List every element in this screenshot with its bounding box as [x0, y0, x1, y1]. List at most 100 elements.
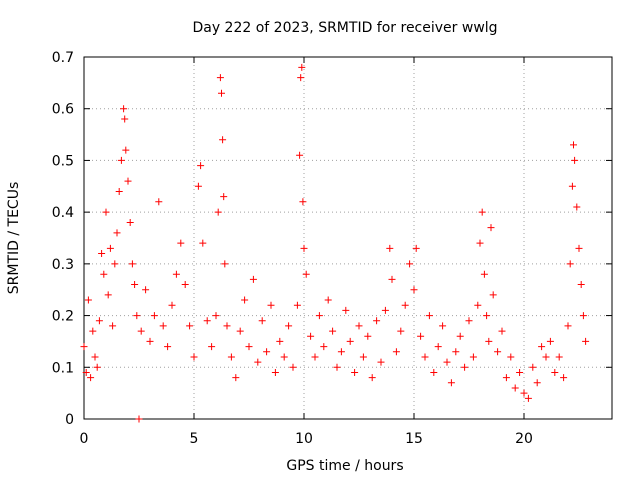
data-point [342, 306, 350, 314]
data-point [146, 337, 154, 345]
data-point [502, 374, 510, 382]
data-point [494, 348, 502, 356]
data-point [516, 368, 524, 376]
data-point [121, 115, 129, 123]
data-point [181, 281, 189, 289]
data-point [267, 301, 275, 309]
y-tick-label: 0.5 [52, 153, 74, 169]
data-point [276, 337, 284, 345]
data-point [430, 368, 438, 376]
data-point [218, 89, 225, 97]
data-point [104, 291, 112, 299]
data-point [469, 353, 477, 361]
data-point [82, 368, 90, 376]
data-point [131, 281, 139, 289]
data-point [582, 337, 590, 345]
y-tick-label: 0.6 [52, 102, 74, 118]
data-point [212, 312, 220, 320]
data-point [386, 244, 394, 252]
data-point [447, 379, 455, 387]
data-point [320, 343, 328, 351]
data-point [122, 146, 130, 154]
data-point [285, 322, 293, 330]
data-point [571, 156, 579, 164]
data-point [89, 327, 97, 335]
data-point [199, 239, 207, 247]
data-point [289, 363, 297, 371]
data-point [377, 358, 385, 366]
y-tick-label: 0.2 [52, 309, 74, 325]
x-axis-ticks: 0 5 10 15 20 [80, 57, 533, 447]
data-point [329, 327, 337, 335]
data-point [227, 353, 235, 361]
data-point [443, 358, 451, 366]
data-point [412, 244, 420, 252]
data-point [573, 203, 581, 211]
data-point [579, 312, 587, 320]
data-point [106, 244, 114, 252]
data-point [293, 301, 301, 309]
data-point [258, 317, 266, 325]
data-point [263, 348, 271, 356]
data-point [98, 250, 106, 258]
data-point [280, 353, 288, 361]
data-point [102, 208, 110, 216]
data-point [135, 415, 143, 423]
data-point [307, 332, 315, 340]
data-point [190, 353, 198, 361]
data-point [359, 353, 367, 361]
data-point [439, 322, 447, 330]
data-point [124, 177, 132, 185]
data-point [214, 208, 222, 216]
plot-frame [83, 56, 613, 420]
data-point [480, 270, 488, 278]
data-point [392, 348, 400, 356]
data-point [364, 332, 372, 340]
data-point [168, 301, 176, 309]
data-point [388, 275, 396, 283]
chart-title: Day 222 of 2023, SRMTID for receiver wwl… [192, 20, 497, 36]
data-point [425, 312, 433, 320]
data-point [91, 353, 99, 361]
data-point [164, 343, 172, 351]
data-point [299, 198, 307, 206]
data-point [324, 296, 332, 304]
data-point [223, 322, 231, 330]
data-point [520, 389, 528, 397]
data-point [483, 312, 491, 320]
data-point [100, 270, 108, 278]
data-point [551, 368, 559, 376]
data-point [421, 353, 429, 361]
data-point [186, 322, 194, 330]
data-point [434, 343, 442, 351]
data-point [150, 312, 158, 320]
data-point [120, 105, 128, 113]
data-point [381, 306, 389, 314]
data-point [95, 317, 103, 325]
data-point [87, 374, 95, 382]
data-point [474, 301, 482, 309]
data-point [570, 141, 577, 149]
data-point [219, 136, 227, 144]
y-tick-label: 0.7 [52, 50, 74, 66]
data-point [80, 343, 88, 351]
data-point [538, 343, 546, 351]
x-tick-label: 15 [405, 431, 423, 447]
data-point [410, 286, 418, 294]
y-tick-label: 0.4 [52, 205, 74, 221]
data-point [216, 74, 224, 82]
data-point [524, 394, 532, 402]
data-point [197, 162, 205, 170]
data-point [489, 291, 497, 299]
data-point [236, 327, 244, 335]
data-point [555, 353, 563, 361]
data-point [337, 348, 345, 356]
data-point [220, 193, 228, 201]
data-point [564, 322, 572, 330]
data-point [159, 322, 167, 330]
data-point [511, 384, 519, 392]
data-point [126, 218, 134, 226]
data-point [208, 343, 216, 351]
data-point [172, 270, 180, 278]
